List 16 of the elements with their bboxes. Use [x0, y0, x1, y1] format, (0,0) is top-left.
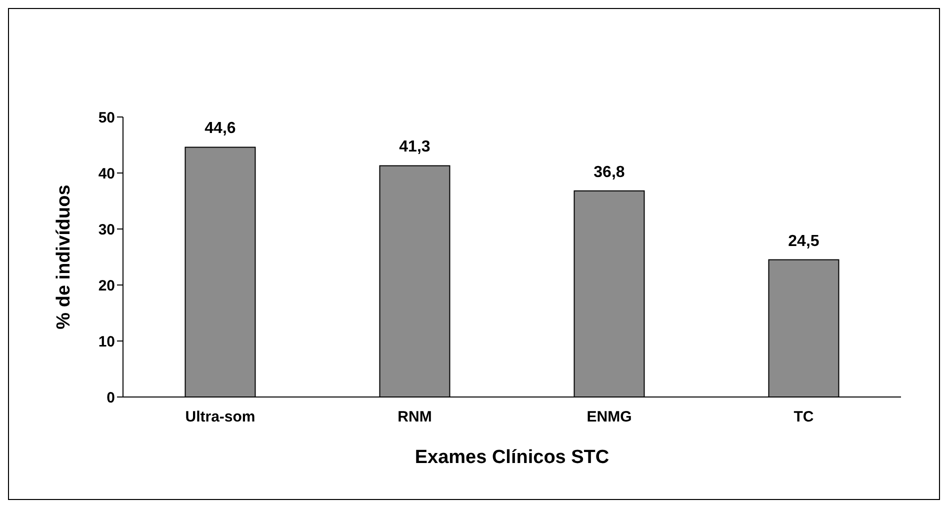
y-axis-title: % de indivíduos [54, 184, 75, 330]
data-label: 36,8 [594, 164, 625, 181]
y-tick-label: 30 [98, 221, 115, 238]
data-label: 24,5 [788, 232, 820, 250]
y-tick-label: 50 [98, 109, 115, 126]
y-tick-label: 40 [98, 165, 115, 182]
y-tick-label: 10 [98, 333, 115, 350]
x-tick-label: Ultra-som [185, 408, 256, 426]
data-label: 41,3 [399, 138, 430, 156]
x-axis-title: Exames Clínicos STC [414, 447, 610, 468]
x-tick-label: RNM [398, 408, 432, 426]
x-tick-label: TC [794, 408, 814, 426]
data-label: 44,6 [204, 120, 236, 138]
y-tick-label: 20 [98, 277, 115, 294]
x-tick-label: ENMG [586, 408, 632, 426]
y-tick-label: 0 [106, 389, 115, 406]
